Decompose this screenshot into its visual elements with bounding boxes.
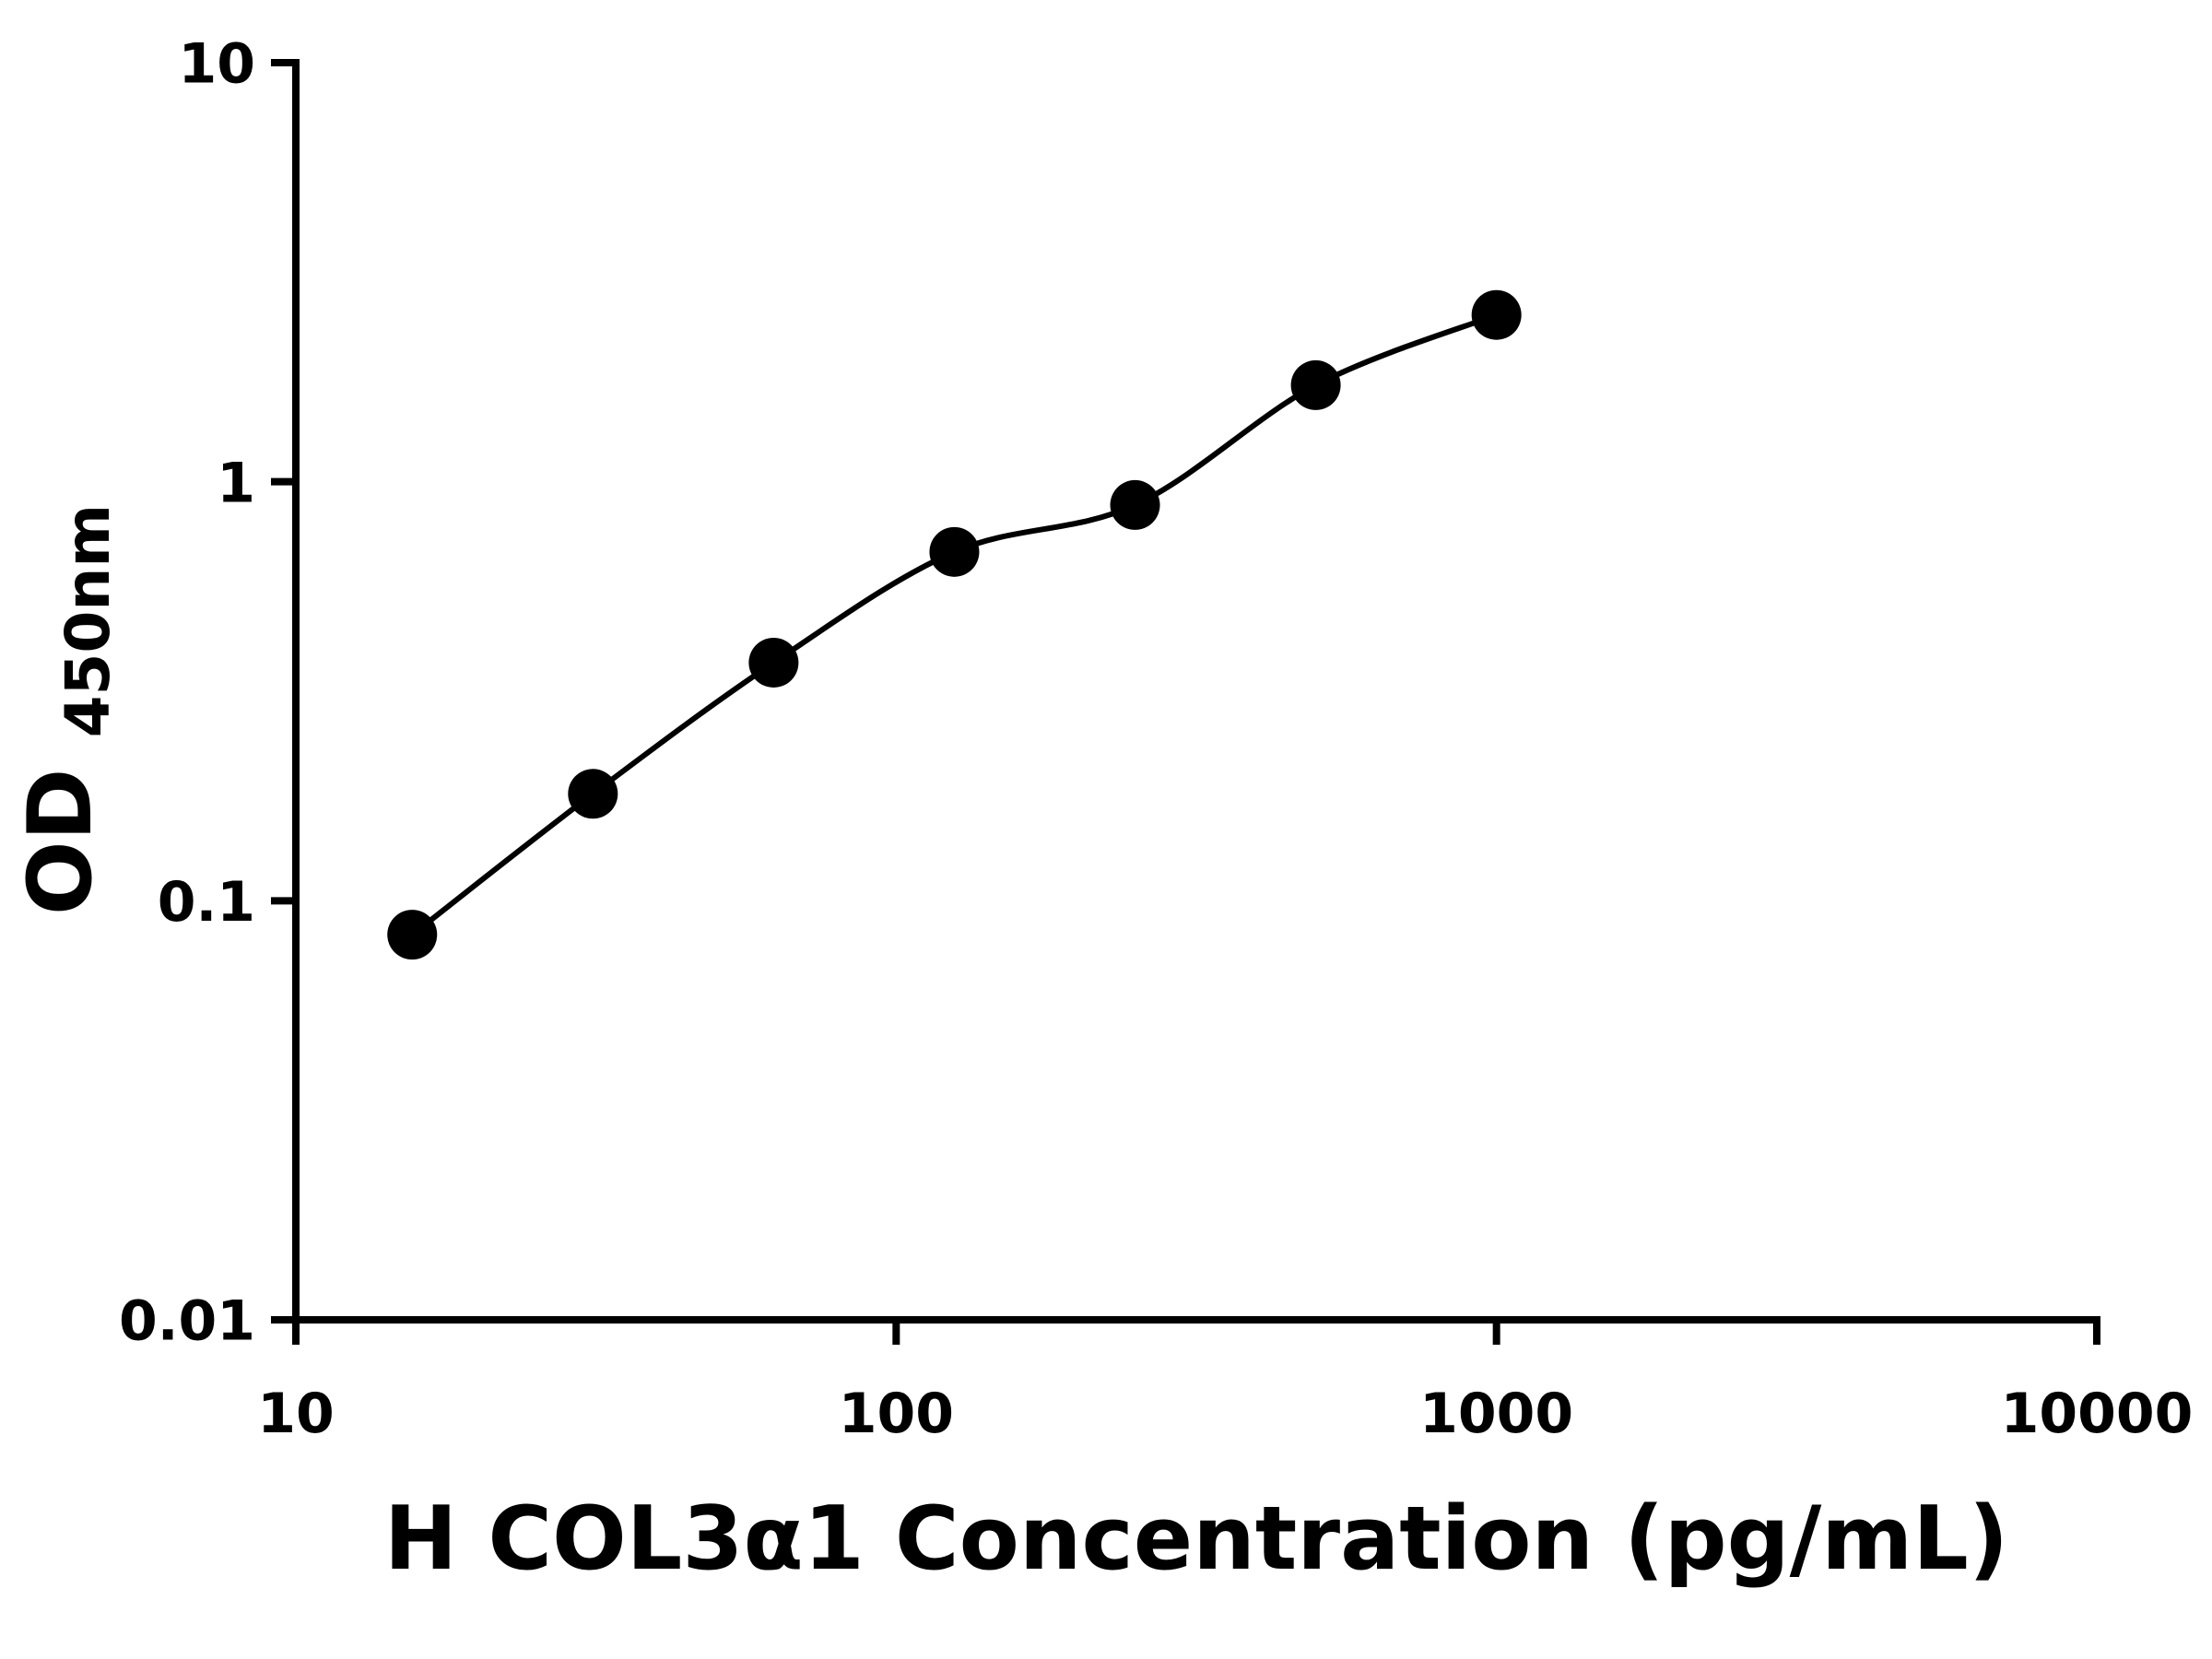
y-tick-label: 0.01 [119,1289,255,1354]
data-point [568,769,618,819]
data-point [387,910,438,960]
data-point [1290,359,1341,410]
y-axis-title: OD 450nm [10,504,124,915]
y-axis-title-main: OD [10,768,112,915]
data-point [1110,479,1160,530]
plot-layer: 10 100 1000 10000 0.01 0.1 1 10 [119,32,2193,1446]
x-tick-label: 100 [839,1382,954,1446]
data-point [929,526,980,577]
y-tick-label: 1 [217,451,255,515]
data-point [1471,289,1522,340]
y-axis-ticks: 0.01 0.1 1 10 [119,32,296,1354]
data-points [387,289,1522,960]
y-tick-label: 0.1 [158,870,255,935]
fit-curve [410,312,1498,937]
x-tick-label: 1000 [1419,1382,1573,1446]
y-tick-label: 10 [179,32,256,97]
x-axis-title: H COL3α1 Concentration (pg/mL) [384,1488,2009,1590]
x-tick-label: 10000 [2001,1382,2194,1446]
x-tick-label: 10 [257,1382,335,1446]
x-axis-ticks: 10 100 1000 10000 [257,1320,2193,1446]
axes-spine [292,59,2100,1324]
y-axis-title-subscript: 450nm [53,504,124,738]
data-point [748,637,799,688]
